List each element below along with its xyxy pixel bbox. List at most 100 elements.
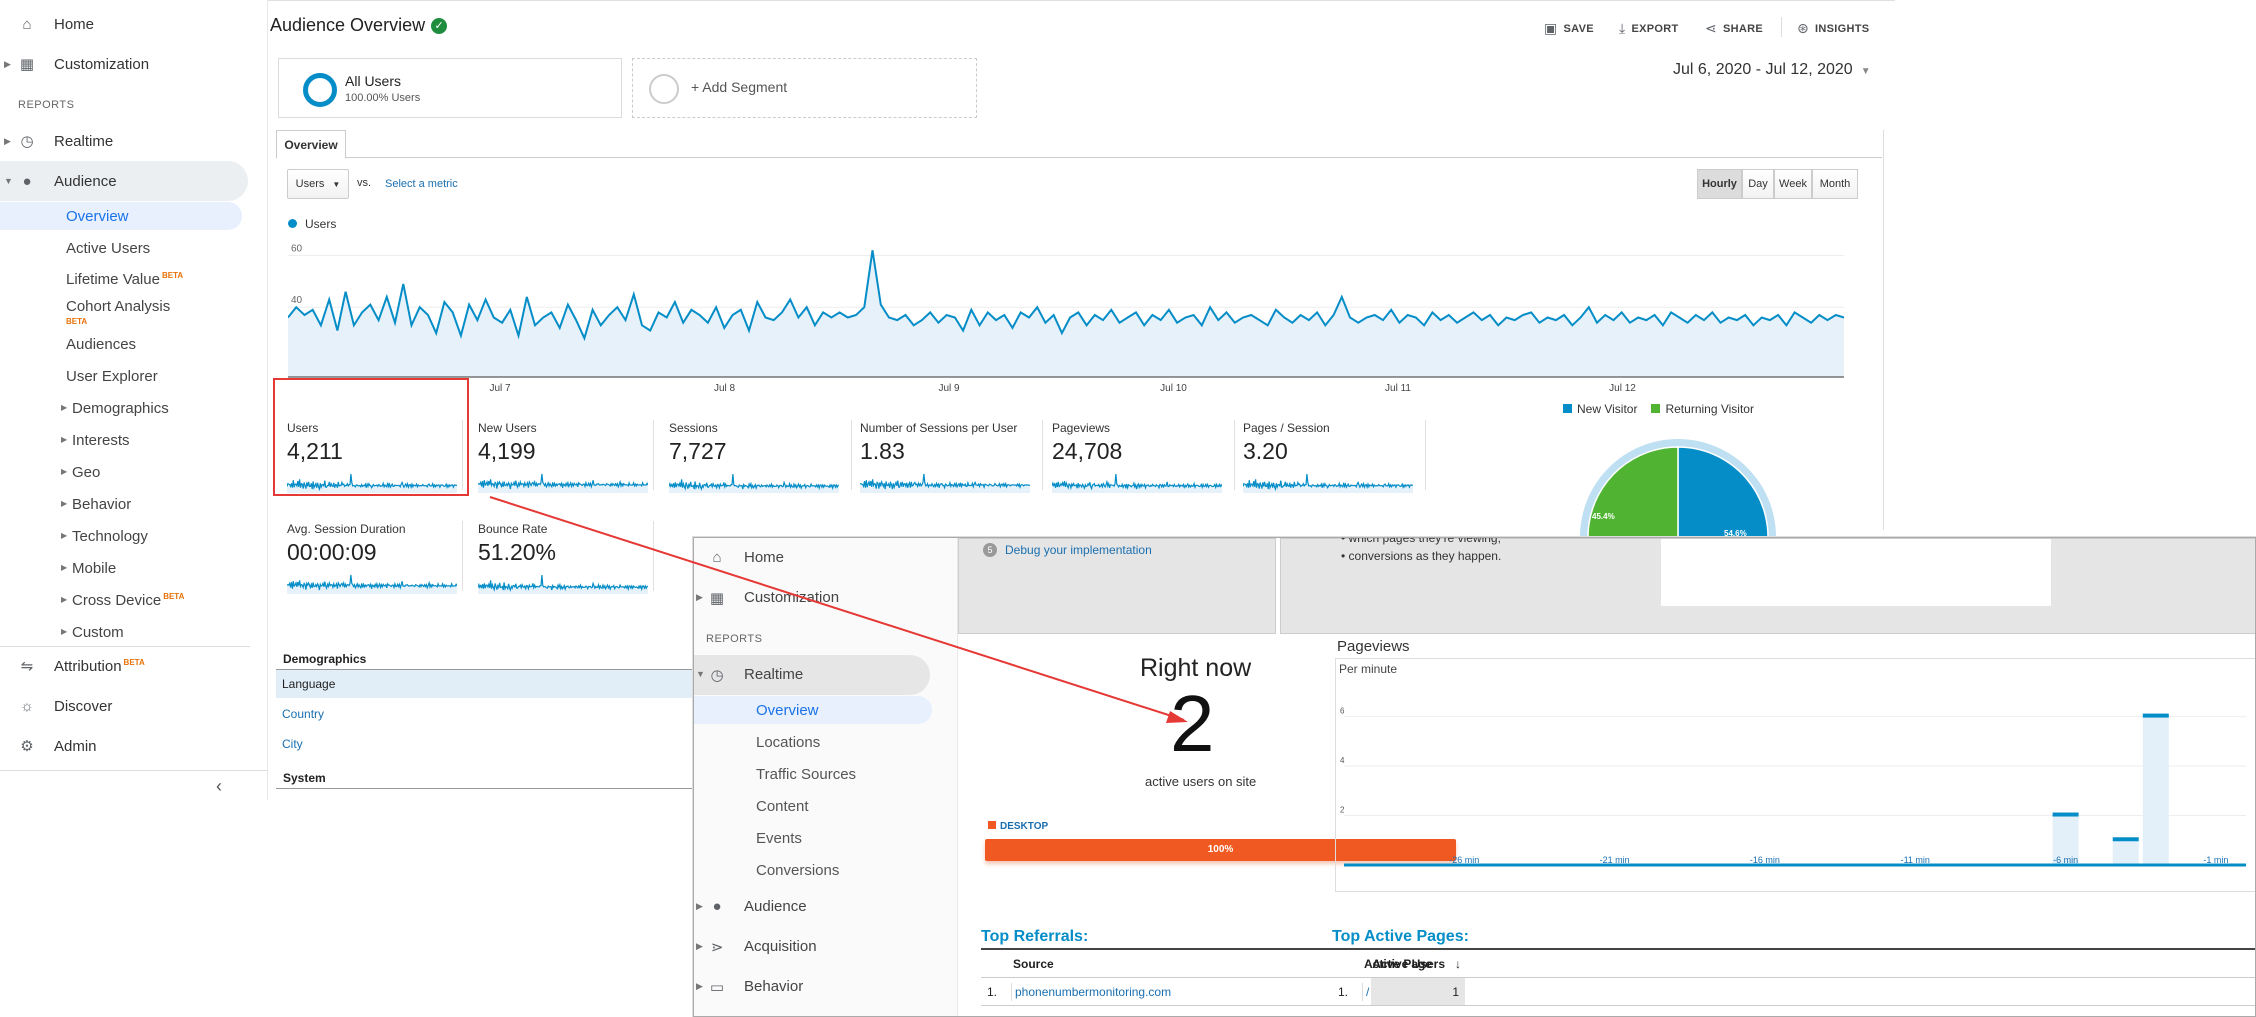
metric-sessions-per-user[interactable]: Number of Sessions per User 1.83 <box>860 421 1040 511</box>
nav-attribution[interactable]: ⇋ Attribution BETA <box>0 646 248 686</box>
caret-right-icon: ▶ <box>61 435 68 444</box>
sort-down-icon[interactable]: ↓ <box>1455 957 1461 971</box>
nav-audience-overview[interactable]: Overview <box>0 202 242 230</box>
nav-discover[interactable]: ☼ Discover <box>0 686 248 726</box>
audience-overview-window: ⌂ Home ▶ ▦ Customization REPORTS ▶ ◷ Rea… <box>0 0 1895 800</box>
divider <box>1362 983 1363 1001</box>
nav-interests[interactable]: ▶ Interests <box>61 432 130 449</box>
dashboard-icon: ▦ <box>709 590 725 607</box>
x-tick-label: Jul 12 <box>1609 383 1636 392</box>
nav-content[interactable]: Content <box>756 798 809 815</box>
sparkline-area <box>478 474 648 493</box>
caret-right-icon: ▶ <box>61 627 68 636</box>
save-button[interactable]: ▣ SAVE <box>1544 20 1594 36</box>
sparkline <box>1243 473 1413 493</box>
table-header-row: Active Page <box>1332 950 2255 978</box>
nav-home[interactable]: ⌂ Home <box>0 4 248 44</box>
top-active-pages-table: Active Page 1. / <box>1332 948 2255 1008</box>
demographics-city[interactable]: City <box>282 737 303 751</box>
nav-audiences[interactable]: Audiences <box>66 336 137 353</box>
device-bar-desktop[interactable]: 100% <box>985 839 1456 861</box>
metric-pageviews[interactable]: Pageviews 24,708 <box>1052 421 1232 511</box>
nav-home[interactable]: ⌂ Home <box>694 538 934 578</box>
active-page-link[interactable]: / <box>1366 985 1370 999</box>
add-segment-button[interactable]: + Add Segment <box>632 58 977 118</box>
nav-cohort-analysis[interactable]: Cohort Analysis BETA <box>66 298 171 326</box>
nav-customization[interactable]: ▶ ▦ Customization <box>4 55 150 74</box>
metric-avg-session-duration[interactable]: Avg. Session Duration 00:00:09 <box>287 522 467 612</box>
nav-locations[interactable]: Locations <box>756 734 821 751</box>
system-header: System <box>283 771 326 785</box>
nav-lifetime-value[interactable]: Lifetime Value BETA <box>66 271 184 288</box>
realtime-overview-window: ⌂ Home ▶ ▦ Customization REPORTS ▼ ◷ Rea… <box>693 537 2256 1017</box>
metric-select[interactable]: Users ▼ <box>287 169 349 199</box>
segment-all-users[interactable]: All Users 100.00% Users <box>278 58 622 118</box>
pageviews-chart-frame: Per minute 2 4 6 -26 min -21 min -16 min -11 m… <box>1335 658 2255 892</box>
granularity-week[interactable]: Week <box>1774 169 1812 199</box>
nav-active-users[interactable]: Active Users <box>66 240 151 257</box>
divider <box>1781 17 1782 37</box>
top-referrals-title: Top Referrals: <box>981 928 1089 945</box>
referral-link[interactable]: phonenumbermonitoring.com <box>1015 985 1172 999</box>
nav-admin[interactable]: ⚙ Admin <box>0 726 248 766</box>
metric-pages-per-session[interactable]: Pages / Session 3.20 <box>1243 421 1423 511</box>
nav-audience[interactable]: ▼ ● Audience <box>0 161 248 201</box>
nav-user-explorer[interactable]: User Explorer <box>66 368 158 385</box>
nav-behavior[interactable]: ▶ ▭ Behavior <box>696 978 804 996</box>
select-metric-link[interactable]: Select a metric <box>385 178 458 190</box>
divider <box>462 420 463 490</box>
nav-demographics[interactable]: ▶ Demographics <box>61 400 169 417</box>
nav-events[interactable]: Events <box>756 830 802 847</box>
nav-audience[interactable]: ▶ ● Audience <box>696 898 807 915</box>
x-tick-label: Jul 9 <box>938 383 960 392</box>
caret-right-icon: ▶ <box>696 592 703 602</box>
reports-header: REPORTS <box>18 99 75 111</box>
divider <box>0 770 268 771</box>
demographics-country[interactable]: Country <box>282 707 325 721</box>
insights-button[interactable]: ⊛ INSIGHTS <box>1797 20 1870 36</box>
divider <box>0 646 250 647</box>
granularity-day[interactable]: Day <box>1742 169 1774 199</box>
chevron-left-icon[interactable]: ‹ <box>216 776 222 796</box>
nav-behavior[interactable]: ▶ Behavior <box>61 496 132 513</box>
granularity-month[interactable]: Month <box>1812 169 1858 199</box>
granularity-hourly[interactable]: Hourly <box>1697 169 1742 199</box>
download-icon: ⤓ <box>1619 20 1626 36</box>
metric-new-users[interactable]: New Users 4,199 <box>478 421 658 511</box>
share-button[interactable]: ⋖ SHARE <box>1705 20 1764 36</box>
date-range-picker[interactable]: Jul 6, 2020 - Jul 12, 2020 ▼ <box>1673 61 1871 78</box>
nav-realtime-overview[interactable]: Overview <box>694 696 932 724</box>
nav-realtime[interactable]: ▼ ◷ Realtime <box>694 655 930 695</box>
nav-acquisition[interactable]: ▶ ⋗ Acquisition <box>696 938 817 956</box>
nav-technology[interactable]: ▶ Technology <box>61 528 148 545</box>
demographics-language[interactable]: Language <box>276 670 696 698</box>
tab-overview[interactable]: Overview <box>276 130 346 159</box>
debug-implementation-link[interactable]: Debug your implementation <box>1005 543 1152 557</box>
demographics-header: Demographics <box>283 652 367 666</box>
nav-realtime[interactable]: ▶ ◷ Realtime <box>4 132 114 151</box>
nav-traffic-sources[interactable]: Traffic Sources <box>756 766 857 783</box>
info-image-placeholder <box>1661 539 2051 606</box>
nav-cross-device[interactable]: ▶ Cross Device BETA <box>61 592 185 609</box>
nav-mobile[interactable]: ▶ Mobile <box>61 560 117 577</box>
sparkline-area <box>860 474 1030 493</box>
pageview-bar <box>2142 716 2169 865</box>
area-fill <box>288 250 1844 377</box>
divider <box>851 420 852 490</box>
pageviews-bar-chart: 2 4 6 -26 min -21 min -16 min -11 min -6 min -1 … <box>1340 707 2246 867</box>
nav-custom[interactable]: ▶ Custom <box>61 624 124 641</box>
y-tick-label: 6 <box>1340 707 1345 716</box>
metric-users[interactable]: Users 4,211 <box>287 421 467 511</box>
report-tabs: Overview <box>276 130 1882 159</box>
export-button[interactable]: ⤓ EXPORT <box>1619 20 1679 36</box>
metric-sessions[interactable]: Sessions 7,727 <box>669 421 849 511</box>
pie-label-returning: 45.4% <box>1592 512 1615 521</box>
metric-bounce-rate[interactable]: Bounce Rate 51.20% <box>478 522 658 612</box>
nav-customization[interactable]: ▶ ▦ Customization <box>696 589 840 607</box>
realtime-info-panel: • which pages they're viewing, • convers… <box>1280 538 2255 634</box>
nav-geo[interactable]: ▶ Geo <box>61 464 101 481</box>
home-icon: ⌂ <box>712 549 722 566</box>
divider <box>1234 420 1235 490</box>
nav-conversions[interactable]: Conversions <box>756 862 840 879</box>
x-tick-label: -1 min <box>2203 855 2228 865</box>
